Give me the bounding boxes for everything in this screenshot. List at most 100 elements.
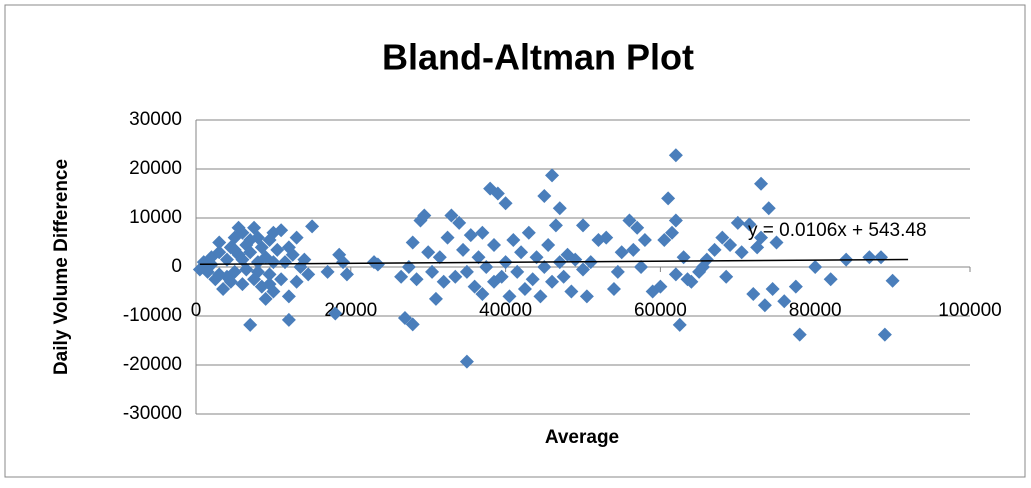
y-tick-label: -30000 [123,403,182,424]
data-point [212,267,227,282]
data-point [668,267,683,282]
data-point [757,298,772,313]
data-point [289,274,304,289]
data-point [405,317,420,332]
data-point [266,255,281,270]
data-point [537,260,552,274]
data-point [289,230,304,245]
y-tick-label: 10000 [129,207,182,228]
data-point [281,312,296,327]
data-point [765,282,780,297]
data-point [204,250,219,265]
data-point [576,218,590,233]
data-point [754,230,769,245]
x-axis-label: Average [545,427,619,448]
y-tick-label: 30000 [129,109,182,130]
data-point [243,233,258,248]
trendline-label: y = 0.0106x + 543.48 [748,220,927,241]
data-point [715,230,730,245]
data-point [281,289,296,304]
data-point [421,245,436,260]
data-point [665,225,680,240]
data-point [444,208,459,223]
data-point [428,291,443,306]
data-point [417,208,432,223]
data-point [219,252,234,267]
data-point [475,286,490,301]
data-point [278,255,293,270]
x-tick-label: 0 [191,300,202,321]
data-point [622,213,637,228]
data-point [576,262,590,277]
data-point [545,274,560,289]
y-tick-label: 0 [171,256,182,277]
data-point [777,294,792,309]
data-point [545,168,560,183]
data-point [274,223,289,238]
y-tick-label: -10000 [123,305,182,326]
data-point [498,196,513,211]
data-point [637,233,652,248]
data-point [212,235,227,250]
data-point [506,233,521,248]
data-point [769,235,784,250]
chart-title: Bland-Altman Plot [382,37,694,78]
data-point [653,279,668,294]
data-point [699,252,714,267]
data-point [479,260,494,274]
data-point [723,237,738,252]
data-point [463,228,478,243]
data-point [212,245,227,260]
data-point [657,233,672,248]
data-point [258,291,273,306]
data-point [235,252,250,267]
data-point [459,264,474,279]
data-point [440,230,455,245]
data-point [448,269,463,284]
data-point [243,317,258,332]
data-point [235,225,250,240]
data-point [405,235,420,250]
data-point [223,274,238,289]
data-point [754,176,769,191]
data-point [862,250,877,265]
data-point [270,242,285,257]
data-point [243,245,258,260]
data-point [634,260,649,274]
data-point [707,242,722,257]
data-point [336,255,351,270]
data-point [668,213,683,228]
data-point [432,250,447,265]
x-tick-label: 80000 [789,300,842,321]
data-point [672,317,687,332]
data-point [262,277,277,292]
data-point [730,215,745,230]
data-point [459,354,474,369]
data-point [630,220,645,235]
data-point [517,282,532,297]
data-point [471,250,486,265]
data-point [533,289,548,304]
data-point [610,264,625,279]
data-point [668,148,683,163]
data-point [227,242,242,257]
data-point [490,186,505,201]
data-point [510,264,525,279]
data-point [877,327,892,342]
y-tick-label: -20000 [123,354,182,375]
data-point [746,286,761,301]
y-axis-label: Daily Volume Difference [51,159,72,375]
data-point [521,225,536,240]
data-point [274,272,289,287]
data-point [436,274,451,289]
data-point [626,242,641,257]
data-point [305,219,320,234]
data-point [873,250,888,265]
data-point [425,264,440,279]
data-point [339,267,354,282]
y-tick-label: 20000 [129,158,182,179]
data-point [452,215,467,230]
data-point [514,245,529,260]
data-point [456,242,471,257]
